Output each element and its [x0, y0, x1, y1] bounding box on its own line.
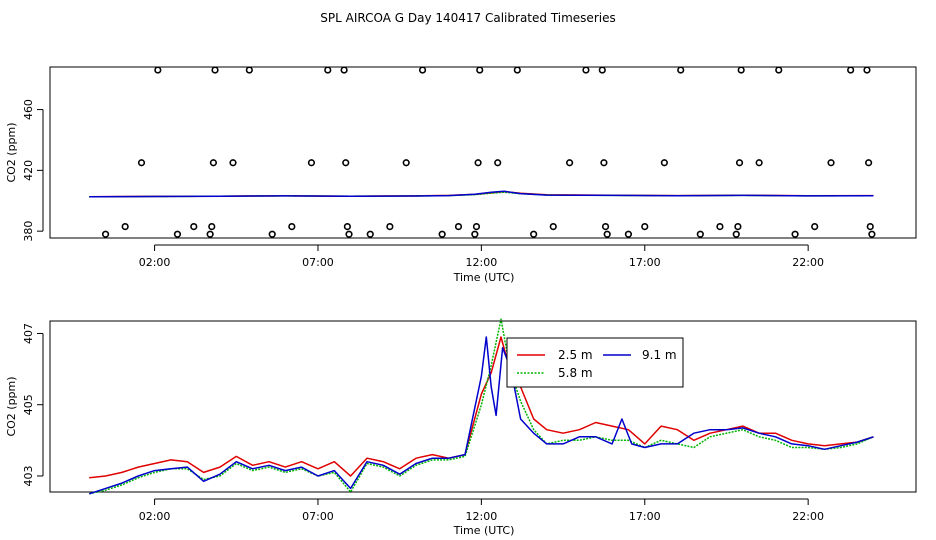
marker-point [494, 159, 502, 167]
marker-point [601, 223, 610, 231]
bottom-x-tick-label: 12:00 [466, 510, 498, 523]
top-panel-y-label: CO2 (ppm) [5, 122, 18, 182]
bottom-y-tick-label: 403 [22, 465, 35, 486]
marker-point [121, 223, 129, 231]
marker-point [866, 223, 874, 231]
marker-point [438, 230, 446, 238]
marker-point [865, 159, 873, 167]
marker-point [342, 159, 350, 167]
bottom-panel: CO2 (ppm) Time (UTC) 02:00 07:00 12:00 17:0… [5, 318, 917, 537]
legend-box [506, 337, 684, 388]
marker-point [206, 230, 214, 238]
marker-point [549, 223, 557, 231]
marker-point [402, 159, 410, 167]
top-y-tick-label: 380 [22, 221, 35, 242]
marker-point [474, 159, 482, 167]
marker-point [208, 223, 216, 231]
marker-point [863, 66, 871, 74]
marker-point [209, 159, 217, 167]
marker-point [660, 159, 668, 167]
top-x-tick-label: 12:00 [466, 256, 498, 269]
marker-point [827, 159, 835, 167]
top-panel: CO2 (ppm) Time (UTC) 02:00 07:00 12:00 17:0… [5, 66, 917, 284]
marker-point [775, 66, 783, 74]
marker-point [598, 66, 606, 74]
marker-point [472, 223, 481, 231]
marker-point [696, 230, 704, 238]
bottom-x-tick-label: 07:00 [302, 510, 334, 523]
marker-point [716, 223, 724, 231]
marker-point [476, 66, 484, 74]
bottom-y-tick-label: 405 [22, 394, 35, 415]
marker-point [101, 230, 110, 238]
bottom-series-line-2-5m [89, 336, 874, 479]
marker-point [513, 66, 521, 74]
marker-point [211, 66, 219, 74]
marker-point [154, 66, 162, 74]
marker-point [345, 230, 353, 238]
marker-point [190, 223, 198, 231]
marker-point [307, 159, 316, 167]
marker-point [847, 66, 855, 74]
marker-point [868, 230, 876, 238]
marker-point [471, 230, 479, 238]
top-panel-frame [49, 66, 917, 239]
marker-point [582, 66, 590, 74]
top-x-tick-label: 17:00 [629, 256, 661, 269]
legend-label-9-1m: 9.1 m [642, 348, 677, 362]
marker-point [737, 66, 745, 74]
marker-point [755, 159, 763, 167]
marker-point [366, 230, 374, 238]
top-x-tick-label: 22:00 [792, 256, 824, 269]
marker-point [732, 230, 740, 238]
bottom-panel-frame [49, 320, 917, 493]
top-panel-x-label: Time (UTC) [453, 271, 515, 284]
bottom-series-line-9-1m [88, 336, 874, 495]
marker-point [386, 223, 394, 231]
legend: 2.5 m 5.8 m 9.1 m [506, 337, 684, 388]
top-x-tick-label: 02:00 [139, 256, 171, 269]
marker-point [603, 230, 611, 238]
marker-point [600, 159, 608, 167]
marker-point [418, 66, 427, 74]
marker-point [288, 223, 296, 231]
bottom-series-line-5-8m [89, 318, 874, 495]
bottom-y-tick-label: 407 [22, 323, 35, 344]
marker-point [340, 66, 348, 74]
marker-point [229, 159, 237, 167]
top-y-tick-label: 460 [22, 99, 35, 120]
marker-point [343, 223, 351, 231]
marker-point [565, 159, 574, 167]
legend-label-5-8m: 5.8 m [558, 366, 593, 380]
marker-point [677, 66, 685, 74]
marker-point [811, 223, 819, 231]
bottom-x-tick-label: 22:00 [792, 510, 824, 523]
marker-point [791, 230, 799, 238]
marker-point [268, 230, 276, 238]
marker-point [735, 159, 744, 167]
marker-point [245, 66, 253, 74]
marker-point [137, 159, 146, 167]
bottom-panel-y-label: CO2 (ppm) [5, 376, 18, 436]
top-y-tick-label: 420 [22, 160, 35, 181]
marker-point [454, 223, 463, 231]
top-x-tick-label: 07:00 [302, 256, 334, 269]
bottom-x-tick-label: 02:00 [139, 510, 171, 523]
marker-point [324, 66, 332, 74]
marker-point [734, 223, 742, 231]
legend-label-2-5m: 2.5 m [558, 348, 593, 362]
marker-point [530, 230, 538, 238]
top-series-line-9-1m [89, 190, 874, 198]
bottom-x-tick-label: 17:00 [629, 510, 661, 523]
marker-point [173, 230, 182, 238]
bottom-panel-x-label: Time (UTC) [453, 524, 515, 537]
marker-point [641, 223, 649, 231]
chart-title: SPL AIRCOA G Day 140417 Calibrated Times… [320, 11, 615, 25]
marker-point [624, 230, 633, 238]
